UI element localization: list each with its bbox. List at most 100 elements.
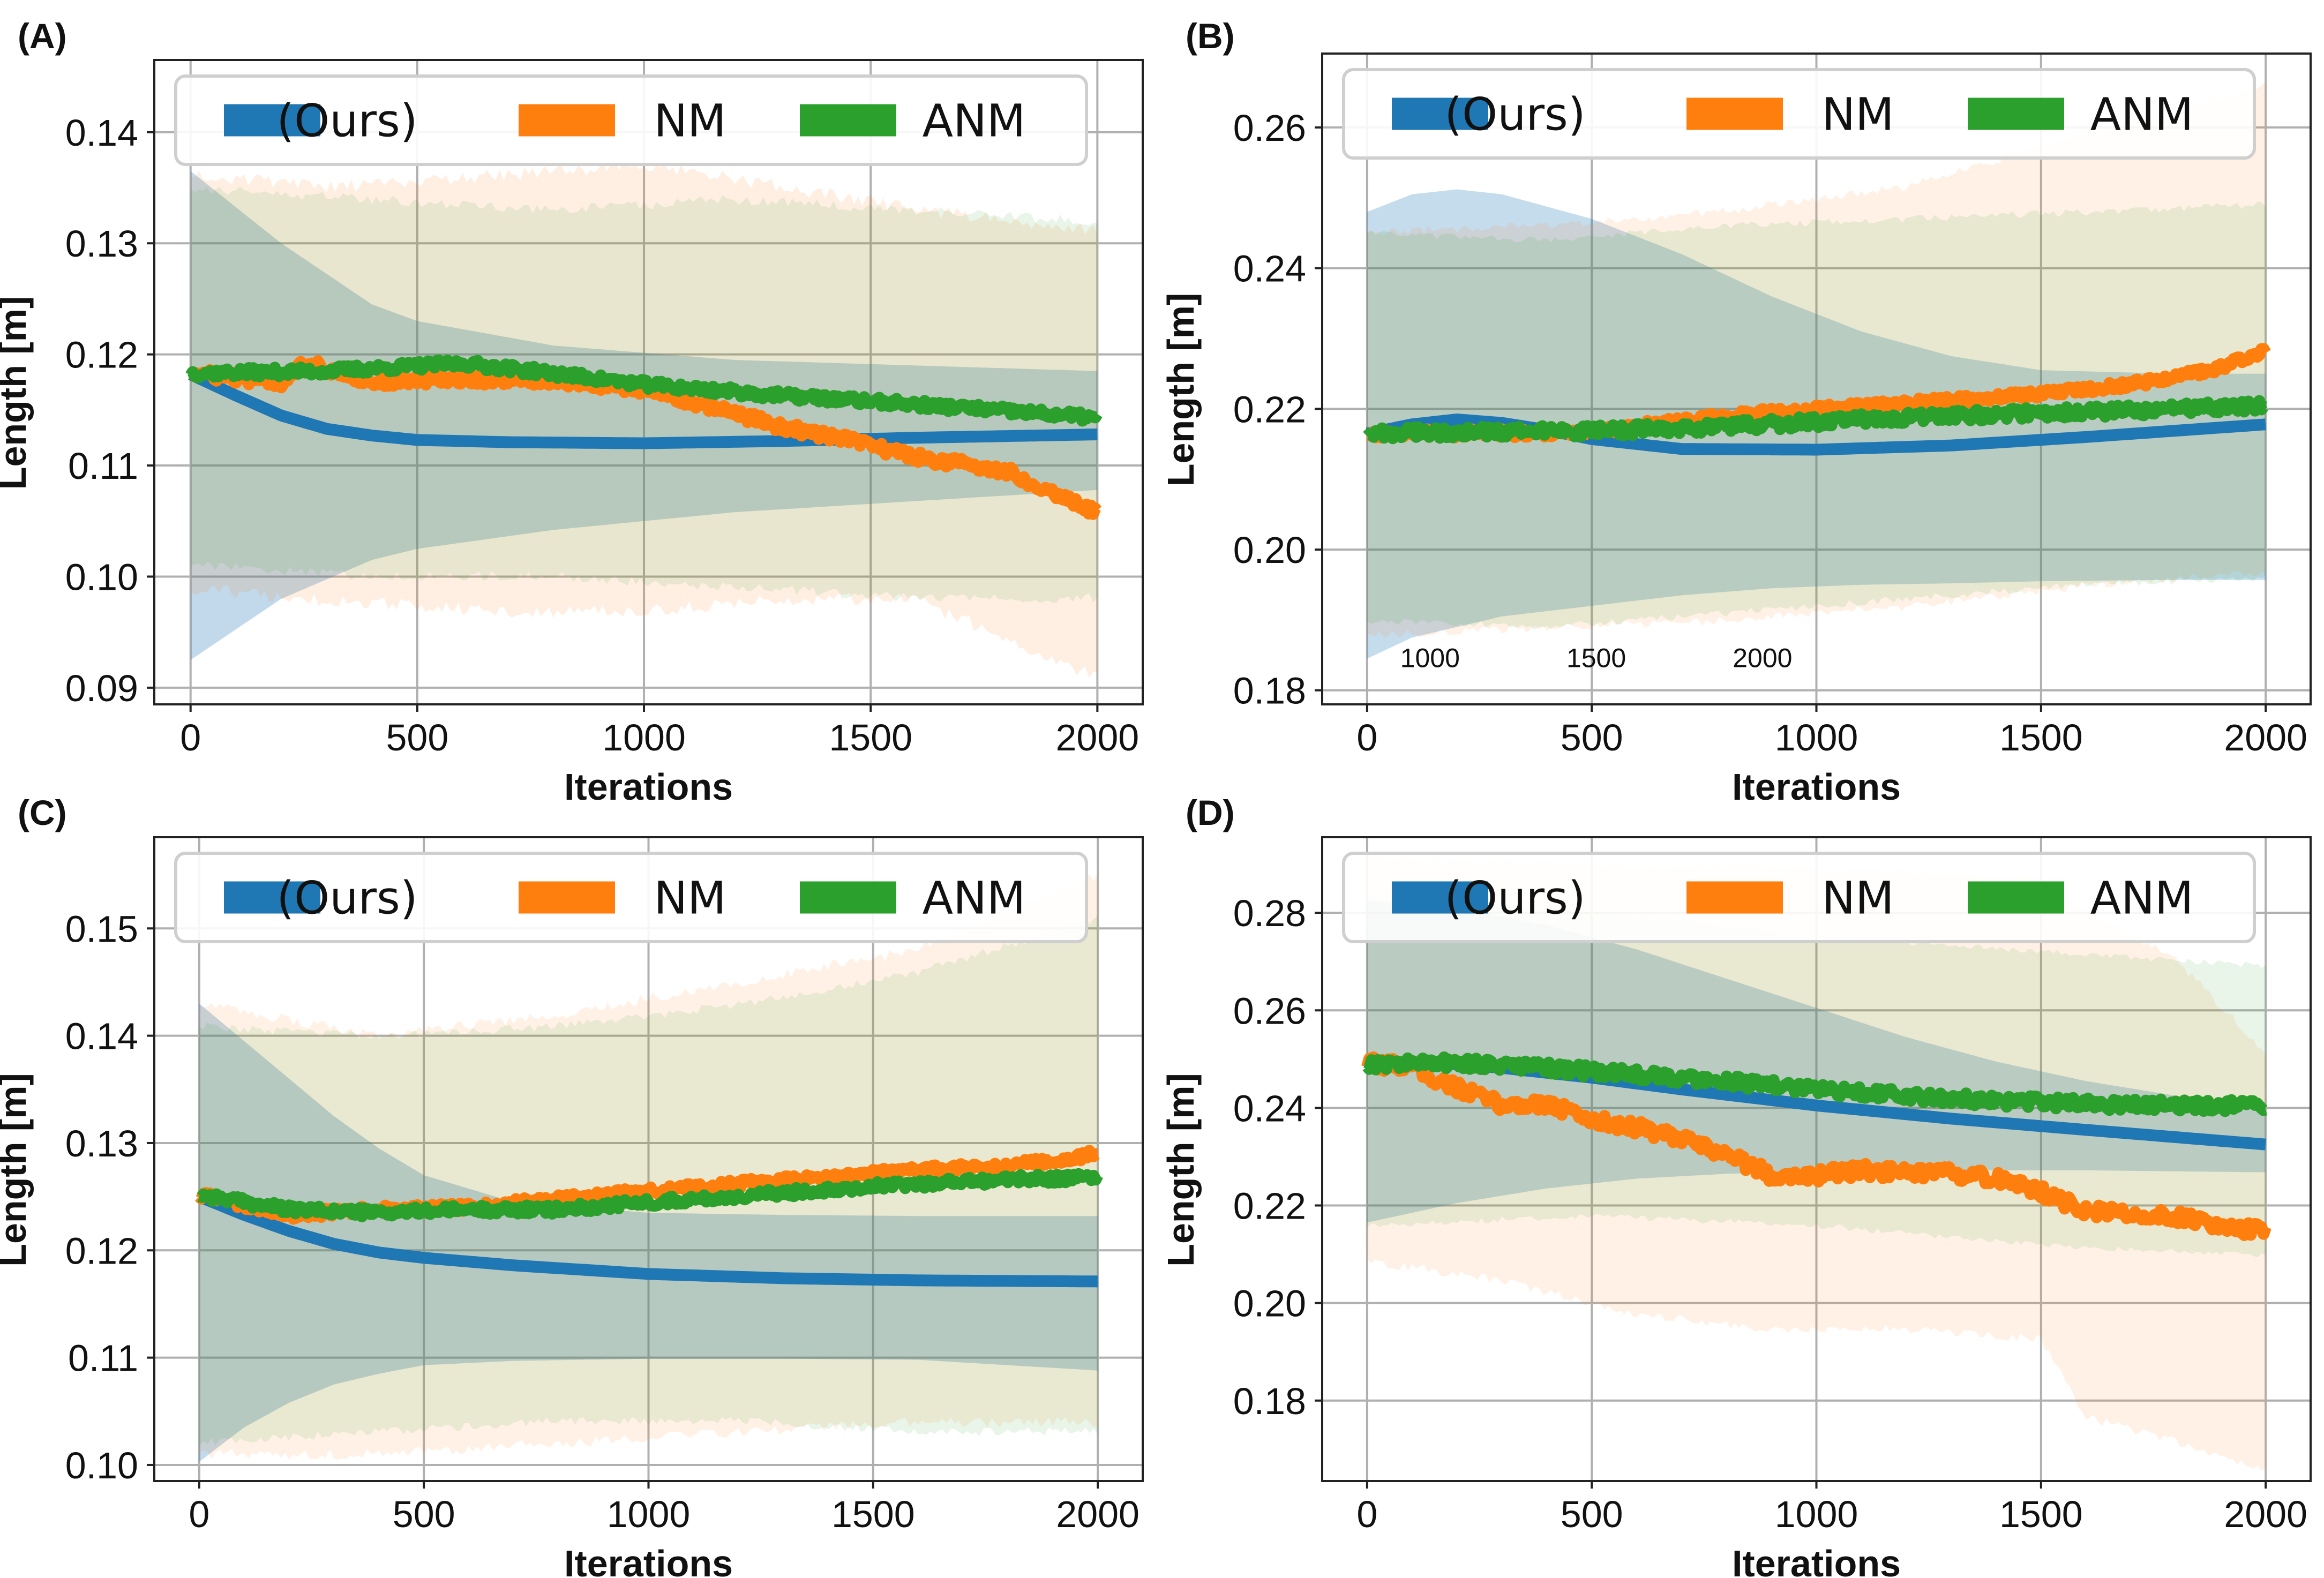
y-tick-label: 0.09 [65, 667, 138, 709]
legend-swatch-anm [1968, 97, 2064, 130]
band-anm [199, 916, 1098, 1446]
band-ours [190, 171, 1098, 660]
legend: (Ours) NM ANM [174, 852, 1088, 943]
y-axis-label: Length [m] [0, 1073, 34, 1267]
x-tick-label: 500 [1561, 1493, 1623, 1535]
legend-swatch-ours [1392, 881, 1488, 914]
y-tick-label: 0.20 [1233, 529, 1306, 571]
x-tick-label: 2000 [2224, 717, 2307, 758]
legend-swatch-nm [1686, 97, 1783, 130]
legend: (Ours) NM ANM [1342, 852, 2256, 943]
y-tick-label: 0.10 [65, 1445, 138, 1486]
x-tick-label: 1000 [1775, 717, 1858, 758]
x-tick-label: 2000 [1056, 1493, 1139, 1535]
y-tick-label: 0.11 [68, 445, 138, 487]
x-tick-label: 2000 [2224, 1493, 2307, 1535]
y-tick-label: 0.26 [1233, 990, 1306, 1032]
series-line-anm [1362, 1051, 2270, 1117]
legend-label: (Ours) [1444, 872, 1585, 925]
band-nm [1367, 853, 2266, 1471]
annotation-label: 1500 [1566, 643, 1626, 673]
y-tick-label: 0.13 [65, 1123, 138, 1164]
y-tick-label: 0.28 [1233, 892, 1306, 934]
y-tick-label: 0.20 [1233, 1283, 1306, 1325]
y-tick-label: 0.12 [65, 334, 138, 376]
y-tick-label: 0.10 [65, 556, 138, 598]
x-tick-label: 1500 [1999, 1493, 2083, 1535]
x-tick-label: 0 [189, 1493, 209, 1535]
band-ours [1367, 900, 2266, 1223]
y-tick-label: 0.26 [1233, 107, 1306, 149]
legend-label: NM [1821, 88, 1894, 141]
series-line-anm [195, 1168, 1103, 1222]
y-tick-label: 0.14 [65, 112, 138, 154]
y-tick-label: 0.18 [1233, 670, 1306, 712]
legend-label: NM [654, 95, 726, 147]
y-tick-label: 0.22 [1233, 388, 1306, 430]
x-tick-label: 500 [393, 1493, 455, 1535]
legend-swatch-anm [800, 104, 896, 137]
legend: (Ours) NM ANM [174, 74, 1088, 166]
legend-box [1342, 68, 2256, 160]
x-tick-label: 1000 [602, 717, 686, 758]
x-tick-label: 0 [1356, 1493, 1377, 1535]
panel-letter: (B) [1186, 16, 1235, 56]
annotation-label: 1000 [1400, 643, 1460, 673]
legend-label: ANM [2090, 88, 2194, 141]
legend-label: (Ours) [276, 95, 417, 147]
legend-swatch-ours [224, 881, 320, 914]
y-tick-label: 0.12 [65, 1230, 138, 1272]
panel-d: 0 500 1000 1500 2000 0.18 0.20 0.22 0.24 0.26 0.28… [1160, 793, 2312, 1578]
legend-label: NM [654, 872, 726, 925]
legend-swatch-anm [1968, 881, 2064, 914]
y-tick-label: 0.13 [65, 223, 138, 265]
band-anm [1367, 896, 2266, 1258]
x-tick-label: 1500 [829, 717, 912, 758]
legend-swatch-nm [519, 881, 615, 914]
legend-label: (Ours) [1444, 88, 1585, 141]
plot-area [185, 160, 1103, 678]
band-nm [190, 160, 1098, 678]
y-tick-label: 0.15 [65, 908, 138, 950]
legend-swatch-ours [1392, 97, 1488, 130]
legend-box [174, 74, 1088, 166]
panel-letter: (A) [18, 16, 67, 56]
x-tick-label: 0 [180, 717, 201, 758]
x-tick-label: 0 [1356, 717, 1377, 758]
series-line-anm [1363, 395, 2270, 445]
x-tick-label: 2000 [1055, 717, 1139, 758]
legend-swatch-anm [800, 881, 896, 914]
y-axis-label: Length [m] [1160, 293, 1202, 487]
x-axis-label: Iterations [1732, 1543, 1901, 1578]
series-line-ours [188, 369, 1099, 449]
series-line-ours [197, 1191, 1099, 1288]
y-tick-label: 0.24 [1233, 1087, 1306, 1129]
x-axis-label: Iterations [1732, 766, 1901, 808]
y-tick-label: 0.24 [1233, 248, 1306, 290]
x-axis-label: Iterations [564, 766, 733, 808]
legend-swatch-nm [1686, 881, 1783, 914]
legend-label: ANM [923, 872, 1026, 925]
plot-area [1361, 853, 2271, 1471]
legend: (Ours) NM ANM [1342, 68, 2256, 160]
legend-box [1342, 852, 2256, 943]
x-tick-label: 1500 [1999, 717, 2083, 758]
x-tick-label: 500 [1561, 717, 1623, 758]
plot-area [1363, 81, 2271, 659]
x-axis-label: Iterations [564, 1543, 733, 1578]
legend-label: ANM [923, 95, 1026, 147]
y-axis-label: Length [m] [0, 296, 34, 490]
panel-a: 0 500 1000 1500 2000 0.09 0.10 0.11 0.12 0.13 0.14… [0, 16, 1144, 808]
legend-label: (Ours) [276, 872, 417, 925]
series-line-nm [1361, 1051, 2271, 1241]
band-nm [199, 874, 1098, 1460]
y-tick-label: 0.14 [65, 1016, 138, 1057]
legend-label: ANM [2090, 872, 2194, 925]
panel-c: 0 500 1000 1500 2000 0.10 0.11 0.12 0.13 0.14 0.15… [0, 793, 1144, 1578]
legend-swatch-ours [224, 104, 320, 137]
x-tick-label: 1000 [607, 1493, 691, 1535]
y-axis-label: Length [m] [1160, 1073, 1202, 1267]
x-tick-label: 1500 [831, 1493, 915, 1535]
x-tick-label: 1000 [1775, 1493, 1858, 1535]
